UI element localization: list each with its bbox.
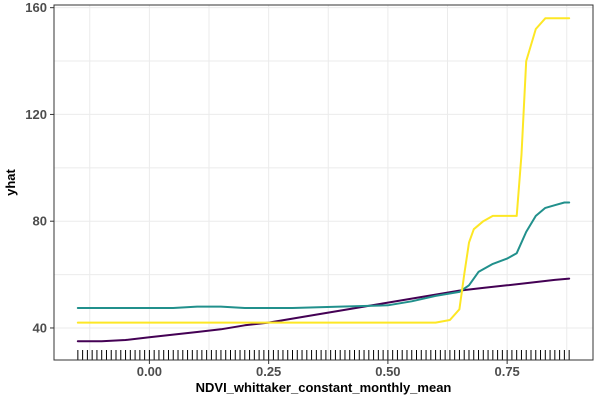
grid <box>54 5 593 360</box>
series-line-2 <box>76 201 571 309</box>
rug-marks <box>77 350 570 360</box>
series-lines <box>76 17 571 343</box>
y-tick-label: 120 <box>25 107 47 122</box>
x-axis-title: NDVI_whittaker_constant_monthly_mean <box>196 380 452 395</box>
x-tick-label: 0.50 <box>375 364 400 379</box>
y-tick-label: 80 <box>33 214 47 229</box>
x-axis-ticks: 0.00 0.25 0.50 0.75 <box>137 360 520 379</box>
x-tick-label: 0.25 <box>256 364 281 379</box>
series-line-1 <box>76 277 571 343</box>
y-tick-label: 40 <box>33 320 47 335</box>
y-tick-label: 160 <box>25 0 47 15</box>
x-tick-label: 0.75 <box>494 364 519 379</box>
y-axis-ticks: 40 80 120 160 <box>25 0 54 335</box>
y-axis-title: yhat <box>3 168 18 195</box>
series-line-3 <box>76 17 571 324</box>
panel-border <box>53 4 594 361</box>
x-tick-label: 0.00 <box>137 364 162 379</box>
